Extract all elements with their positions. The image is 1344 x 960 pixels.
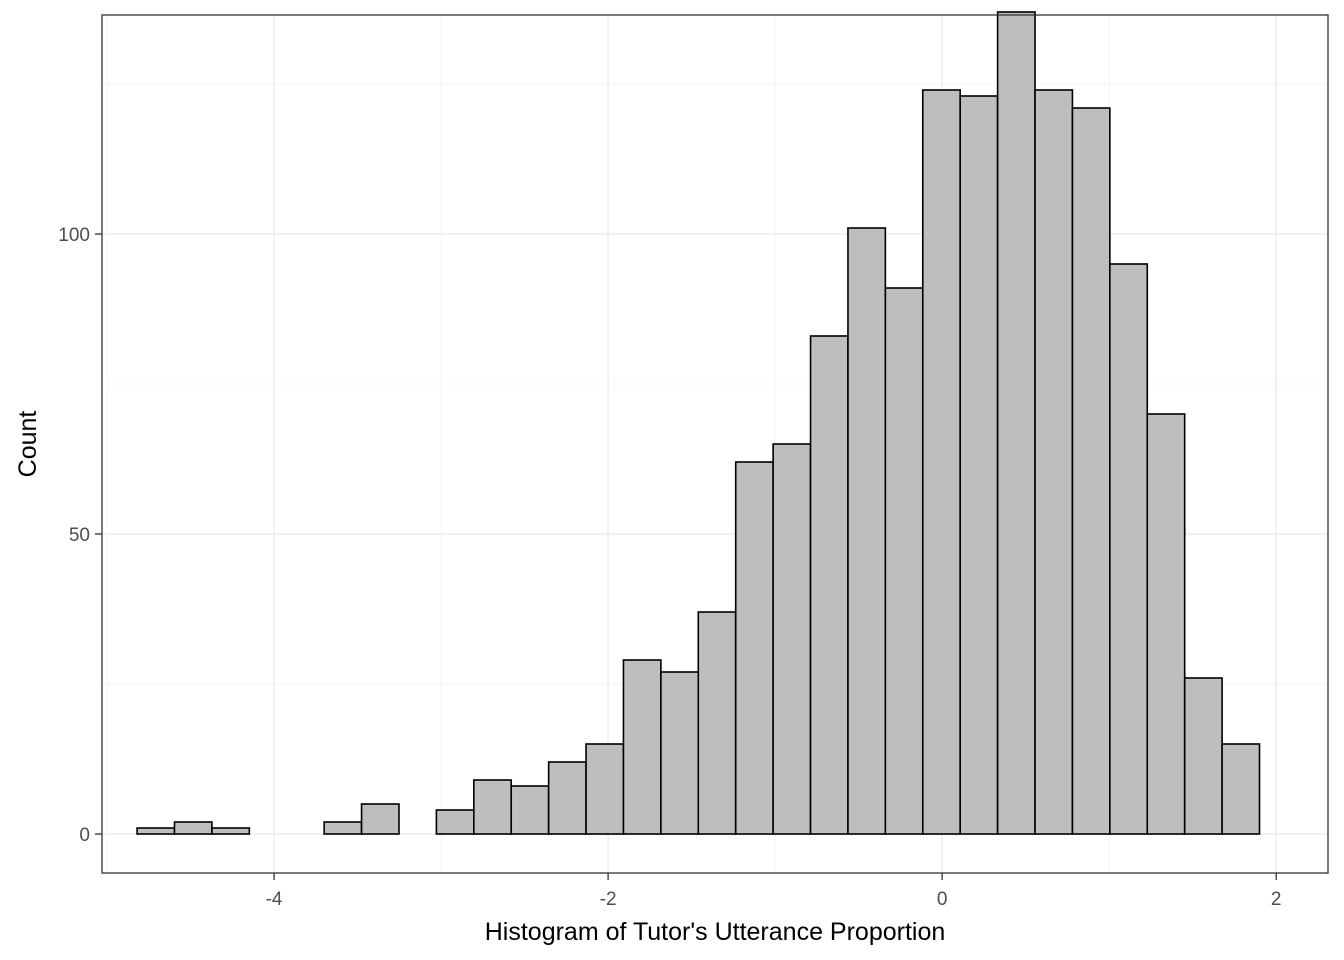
- histogram-bar: [847, 227, 887, 835]
- y-axis: 0 50 100: [58, 225, 102, 846]
- histogram-bar: [1183, 677, 1223, 835]
- x-tick-label: -2: [600, 889, 617, 910]
- histogram-bar: [622, 659, 662, 835]
- histogram-bar: [1109, 263, 1149, 835]
- histogram-bar: [547, 761, 587, 835]
- histogram-bar: [211, 827, 251, 835]
- y-tick-label: 100: [58, 225, 90, 246]
- histogram-bar: [1221, 743, 1261, 835]
- histogram-bar: [884, 287, 924, 835]
- histogram-bar: [585, 743, 625, 835]
- histogram-bar: [1071, 107, 1111, 835]
- histogram-bar: [473, 779, 513, 835]
- x-tick-label: 2: [1271, 889, 1282, 910]
- y-tick-label: 50: [69, 525, 90, 546]
- histogram-bar: [1034, 89, 1074, 835]
- histogram-bar: [360, 803, 400, 835]
- bars-layer: [136, 11, 1261, 835]
- histogram-bar: [697, 611, 737, 835]
- panel-border: [101, 14, 1329, 874]
- y-axis-title: Count: [14, 411, 42, 478]
- histogram-bar: [136, 827, 176, 835]
- histogram-bar: [772, 443, 812, 835]
- y-tick-label: 0: [79, 825, 90, 846]
- x-axis: -4 -2 0 2: [266, 873, 1282, 910]
- histogram-bar: [809, 335, 849, 835]
- histogram-bar: [996, 11, 1036, 835]
- histogram-bar: [660, 671, 700, 835]
- histogram-bar: [510, 785, 550, 835]
- x-axis-title: Histogram of Tutor's Utterance Proportio…: [485, 918, 946, 946]
- histogram-bar: [959, 95, 999, 835]
- histogram-bar: [921, 89, 961, 835]
- histogram-bar: [323, 821, 363, 835]
- histogram-bar: [1146, 413, 1186, 835]
- histogram-bar: [734, 461, 774, 835]
- histogram-bar: [435, 809, 475, 835]
- histogram-bar: [173, 821, 213, 835]
- x-tick-label: -4: [266, 889, 283, 910]
- x-tick-label: 0: [937, 889, 948, 910]
